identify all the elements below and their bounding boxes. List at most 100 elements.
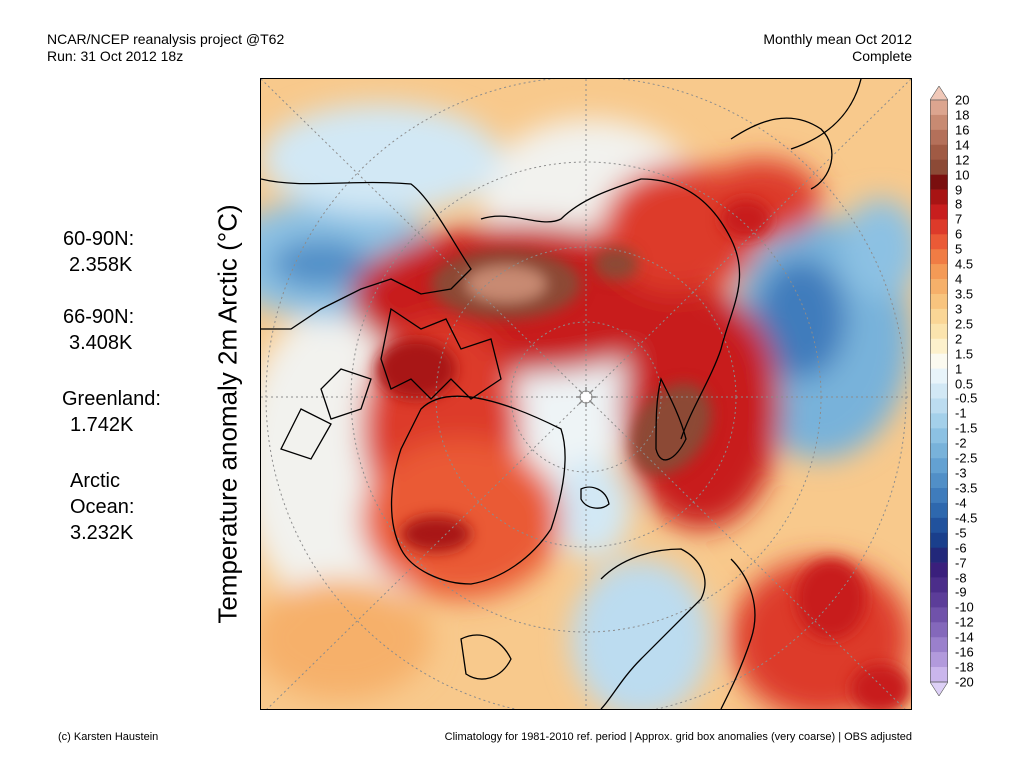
colorbar-tick-label: -3.5 [955, 480, 978, 496]
colorbar-tick-label: -2 [955, 435, 967, 451]
colorbar-tick-label: 10 [955, 167, 970, 183]
completeness-status: Complete [852, 48, 912, 64]
colorbar-bin [930, 547, 948, 563]
period-title: Monthly mean Oct 2012 [763, 31, 912, 47]
colorbar-bin [930, 667, 948, 683]
stat-label-2: Ocean: [70, 496, 135, 518]
colorbar-bin [930, 353, 948, 369]
colorbar-tick-label: -20 [955, 674, 974, 690]
colorbar-tick-label: -0.5 [955, 390, 978, 406]
stat-greenland: Greenland: 1.742K [62, 386, 161, 438]
colorbar-bin [930, 159, 948, 175]
colorbar-bin [930, 264, 948, 280]
colorbar-bin [930, 517, 948, 534]
colorbar-bin [930, 100, 948, 116]
model-title: NCAR/NCEP reanalysis project @T62 [47, 31, 285, 47]
colorbar-tick-label: 18 [955, 107, 970, 123]
stat-label: 66-90N: [63, 306, 135, 328]
colorbar-bin [930, 592, 948, 608]
colorbar-bin [930, 249, 948, 265]
colorbar-tick-label: 3.5 [955, 286, 974, 302]
colorbar-bin [930, 174, 948, 190]
colorbar-bin [930, 652, 948, 668]
colorbar-tick-label: 5 [955, 241, 963, 257]
colorbar-bin [930, 294, 948, 310]
colorbar-bin [930, 458, 948, 474]
colorbar [930, 86, 948, 696]
stat-value: 2.358K [69, 254, 133, 276]
colorbar-bin [930, 473, 948, 489]
map-canvas [261, 79, 911, 709]
greenland-coast [390, 395, 566, 585]
run-time: Run: 31 Oct 2012 18z [47, 48, 184, 64]
colorbar-bin [930, 219, 948, 235]
colorbar-tick-label: -16 [955, 644, 974, 660]
climatology-note: Climatology for 1981-2010 ref. period | … [444, 731, 912, 743]
colorbar-tick-label: -6 [955, 540, 967, 556]
stat-arctic-ocean: Arctic Ocean: 3.232K [70, 468, 134, 546]
colorbar-bin [930, 532, 948, 548]
stat-label: Arctic [70, 470, 120, 492]
colorbar-tick-label: 9 [955, 182, 963, 198]
colorbar-bin [930, 488, 948, 504]
colorbar-tick-label: 1 [955, 361, 963, 377]
colorbar-bin [930, 323, 948, 340]
colorbar-tick-label: -2.5 [955, 450, 978, 466]
colorbar-tick-label: 2.5 [955, 316, 974, 332]
colorbar-tick-label: 4.5 [955, 256, 974, 272]
colorbar-tick-label: -1 [955, 405, 967, 421]
colorbar-tick-label: 16 [955, 122, 970, 138]
colorbar-tick-label: -4 [955, 495, 967, 511]
colorbar-bin [930, 607, 948, 623]
colorbar-bin [930, 129, 948, 146]
colorbar-tick-label: 12 [955, 152, 970, 168]
colorbar-tick-label: -4.5 [955, 510, 978, 526]
stat-value: 3.232K [70, 522, 134, 544]
anomaly-field [261, 104, 911, 709]
colorbar-bin [930, 368, 948, 384]
colorbar-tick-label: 2 [955, 331, 963, 347]
copyright: (c) Karsten Haustein [58, 731, 159, 743]
colorbar-labels: 20 18 16 14 12 10 9 8 7 6 5 4.5 4 3.5 3 2.5 2 1.5 1 0.5 -0.5… [955, 86, 1015, 696]
colorbar-bin [930, 144, 948, 160]
colorbar-tick-label: 4 [955, 271, 963, 287]
colorbar-tick-label: 8 [955, 196, 963, 212]
stat-66-90n: 66-90N: 3.408K [63, 304, 134, 356]
colorbar-bin [930, 383, 948, 399]
colorbar-bin [930, 577, 948, 593]
colorbar-tick-label: 3 [955, 301, 963, 317]
anomaly-peaks [376, 199, 911, 709]
colorbar-tick-label: 7 [955, 211, 963, 227]
colorbar-bin [930, 622, 948, 638]
colorbar-tick-label: -8 [955, 570, 967, 586]
colorbar-tick-label: 14 [955, 137, 970, 153]
colorbar-tick-label: -18 [955, 659, 974, 675]
header-right: Monthly mean Oct 2012 Complete [763, 31, 912, 65]
north-pole-icon [576, 387, 596, 407]
stat-label: 60-90N: [63, 228, 135, 250]
colorbar-bin [930, 428, 948, 444]
colorbar-tick-label: -5 [955, 525, 967, 541]
colorbar-bin [930, 204, 948, 220]
colorbar-bin [930, 443, 948, 459]
colorbar-tick-label: -10 [955, 599, 974, 615]
colorbar-tick-label: -12 [955, 614, 974, 630]
colorbar-bin [930, 279, 948, 295]
stat-60-90n: 60-90N: 2.358K [63, 226, 134, 278]
colorbar-tick-label: 20 [955, 92, 970, 108]
colorbar-bin [930, 637, 948, 653]
colorbar-tick-label: -9 [955, 584, 967, 600]
colorbar-tick-label: -14 [955, 629, 974, 645]
colorbar-tick-label: -7 [955, 555, 967, 571]
colorbar-tick-label: 0.5 [955, 376, 974, 392]
colorbar-bin [930, 338, 948, 354]
colorbar-tick-label: 1.5 [955, 346, 974, 362]
colorbar-bin [930, 413, 948, 429]
colorbar-tick-label: 6 [955, 226, 963, 242]
colorbar-bin [930, 114, 948, 131]
colorbar-bin [930, 398, 948, 414]
coastlines [261, 79, 862, 709]
stat-value: 3.408K [69, 332, 133, 354]
colorbar-bin [930, 502, 948, 519]
colorbar-tick-label: -1.5 [955, 420, 978, 436]
